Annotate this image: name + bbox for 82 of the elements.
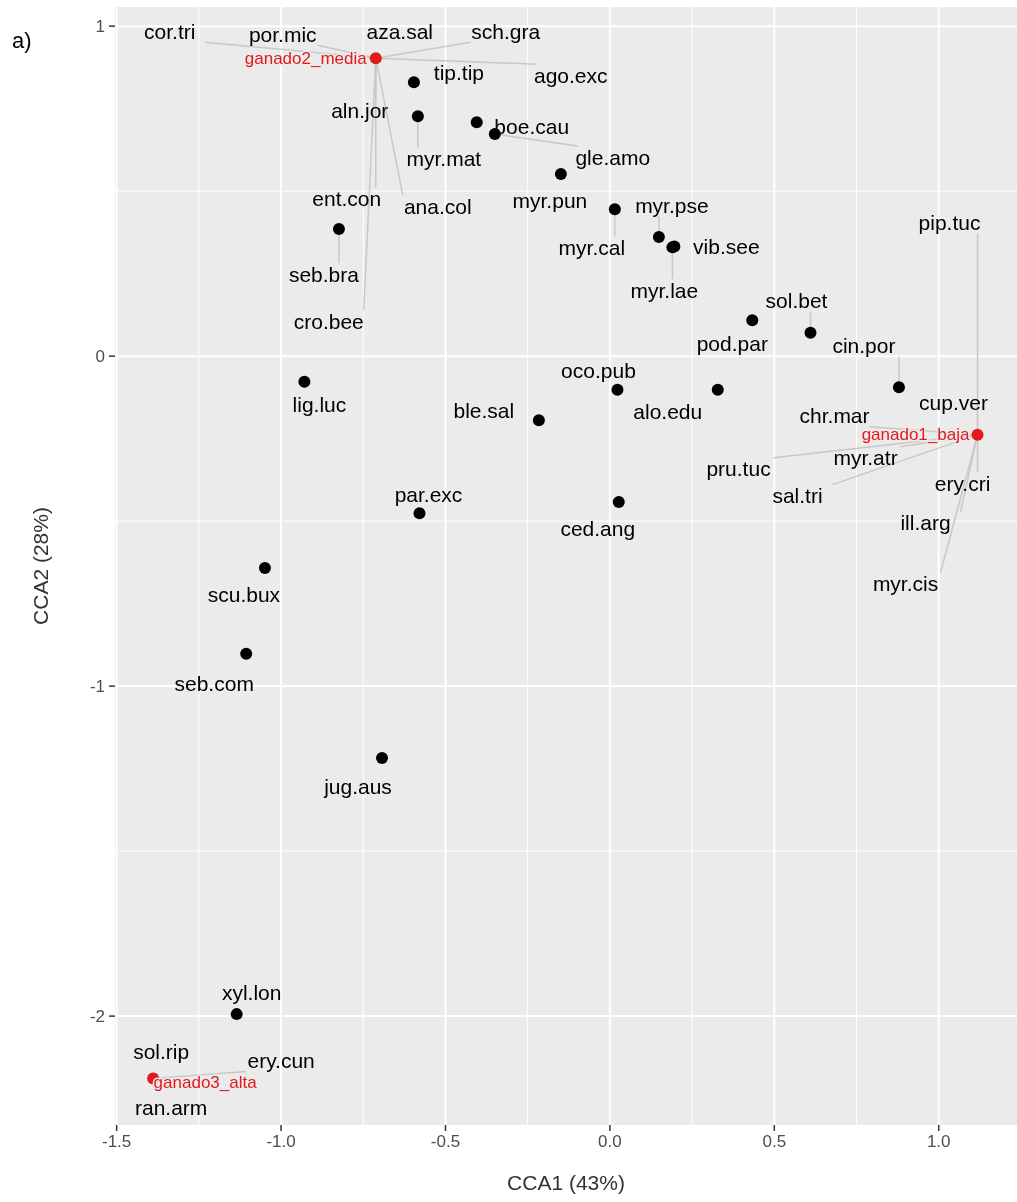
point bbox=[652, 231, 665, 243]
x-tick-label: -1.0 bbox=[266, 1132, 296, 1151]
data-label: myr.lae bbox=[630, 278, 699, 302]
series-label: ganado2_media bbox=[244, 48, 368, 68]
x-axis-title: CCA1 (43%) bbox=[507, 1171, 625, 1194]
data-label: oco.pub bbox=[561, 359, 636, 383]
annotation: ran.arm bbox=[134, 1095, 208, 1119]
annotation: pru.tuc bbox=[706, 457, 771, 481]
point bbox=[411, 110, 424, 123]
data-label: seb.bra bbox=[288, 262, 360, 286]
annotation: myr.atr bbox=[833, 446, 898, 470]
series-label: ganado3_alta bbox=[153, 1072, 258, 1092]
point bbox=[612, 495, 625, 508]
data-label: ced.ang bbox=[560, 517, 636, 541]
annotation: aln.jor bbox=[331, 98, 389, 122]
annotation: sol.rip bbox=[133, 1039, 190, 1063]
x-tick-label: 0.0 bbox=[598, 1132, 622, 1151]
y-tick-label: -2 bbox=[89, 1006, 105, 1026]
point bbox=[608, 203, 621, 216]
data-label: scu.bux bbox=[207, 583, 281, 607]
point bbox=[554, 167, 567, 180]
point bbox=[971, 428, 984, 441]
data-label: myr.pse bbox=[635, 193, 709, 217]
annotation: pip.tuc bbox=[918, 211, 981, 235]
point bbox=[611, 383, 624, 396]
x-tick-label: 1.0 bbox=[926, 1132, 951, 1151]
x-tick-label: -0.5 bbox=[430, 1132, 461, 1151]
data-label: jug.aus bbox=[323, 774, 392, 798]
x-tick-label: -1.5 bbox=[102, 1132, 132, 1151]
point bbox=[413, 507, 426, 520]
point bbox=[746, 314, 759, 327]
data-label: par.exc bbox=[394, 482, 463, 506]
data-label: cin.por bbox=[832, 333, 896, 357]
point bbox=[376, 752, 389, 765]
data-label: vib.see bbox=[693, 235, 760, 259]
annotation: cup.ver bbox=[919, 391, 988, 415]
annotation: cor.tri bbox=[144, 19, 196, 43]
series-label: ganado1_baja bbox=[861, 425, 970, 445]
annotation: myr.cis bbox=[872, 572, 939, 596]
x-tick-label: 0.5 bbox=[762, 1132, 787, 1151]
data-label: sol.bet bbox=[765, 289, 828, 313]
text: a) bbox=[12, 28, 32, 53]
annotation: aza.sal bbox=[366, 19, 434, 43]
data-label: seb.com bbox=[174, 672, 254, 696]
annotation: sch.gra bbox=[471, 19, 541, 43]
data-label: lig.luc bbox=[292, 393, 347, 417]
annotation: ery.cun bbox=[247, 1048, 315, 1072]
point bbox=[258, 561, 271, 574]
data-label: boe.cau bbox=[494, 114, 570, 138]
annotation: ago.exc bbox=[533, 63, 608, 87]
data-label: tip.tip bbox=[433, 60, 485, 84]
data-label: alo.edu bbox=[633, 400, 703, 424]
point bbox=[240, 647, 253, 660]
point bbox=[332, 223, 345, 236]
annotation: chr.mar bbox=[799, 404, 870, 428]
annotation: ana.col bbox=[403, 194, 472, 218]
annotation: ill.arg bbox=[900, 511, 951, 535]
y-axis-title: CCA2 (28%) bbox=[29, 507, 52, 625]
point bbox=[298, 375, 311, 388]
annotation: cro.bee bbox=[293, 309, 364, 333]
point bbox=[230, 1008, 243, 1021]
data-label: myr.pun bbox=[512, 189, 588, 213]
y-tick-label: -1 bbox=[89, 676, 105, 696]
point bbox=[369, 52, 382, 65]
data-label: gle.amo bbox=[575, 145, 651, 169]
data-label: pod.par bbox=[696, 331, 768, 355]
y-tick-label: 0 bbox=[95, 346, 105, 366]
annotation: por.mic bbox=[248, 22, 317, 46]
point bbox=[892, 381, 905, 394]
data-label: xyl.lon bbox=[221, 980, 282, 1004]
data-label: myr.mat bbox=[406, 146, 482, 170]
annotation: sal.tri bbox=[772, 484, 823, 508]
point bbox=[711, 383, 724, 396]
data-label: ble.sal bbox=[453, 398, 515, 422]
point bbox=[532, 414, 545, 427]
data-label: myr.cal bbox=[558, 235, 626, 259]
point bbox=[470, 116, 483, 129]
annotation: ent.con bbox=[312, 186, 382, 210]
point bbox=[407, 76, 420, 89]
annotation: ery.cri bbox=[934, 472, 991, 496]
y-tick-label: 1 bbox=[95, 16, 105, 36]
point bbox=[804, 326, 817, 339]
